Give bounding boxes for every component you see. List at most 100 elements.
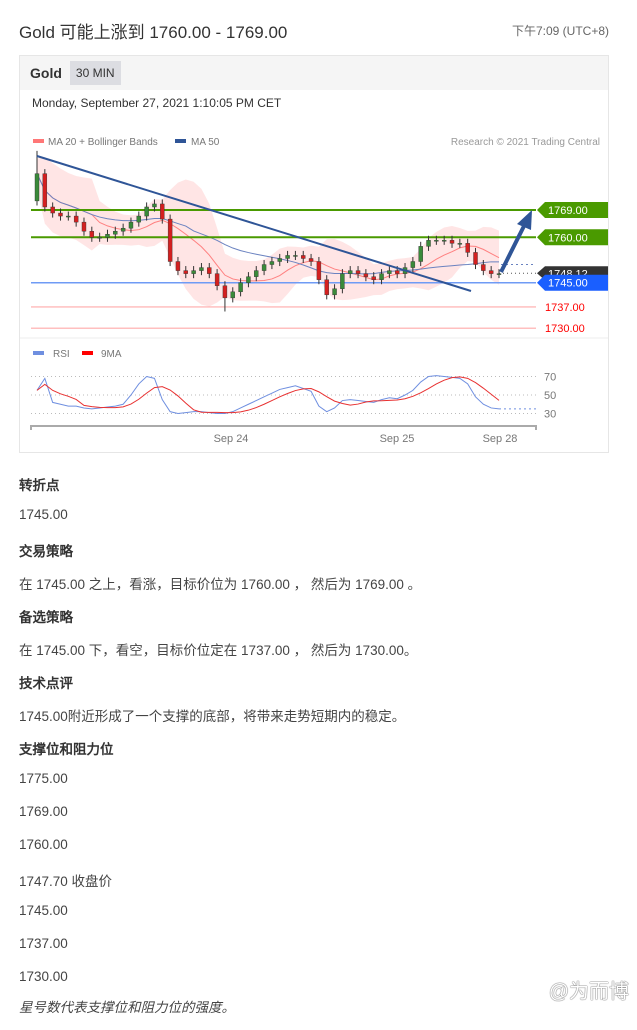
candle-body [269, 261, 275, 265]
target-arrow [499, 223, 527, 273]
level-item: 1747.70 收盘价 [19, 874, 113, 889]
chart-header: Gold 30 MIN [20, 56, 608, 90]
candle-body [199, 267, 204, 271]
candle-body [418, 246, 423, 262]
candle-body [175, 261, 181, 271]
section-text: 1745.00附近形成了一个支撑的底部，将带来走势短期内的稳定。 [19, 709, 406, 724]
support-label: 1737.00 [545, 302, 585, 314]
pivot-label: 1745.00 [548, 278, 588, 290]
candle-body [207, 267, 212, 274]
rsi-9ma-line [36, 376, 500, 414]
page-title: Gold 可能上涨到 1760.00 - 1769.00 [19, 23, 288, 42]
chart-datetime: Monday, September 27, 2021 1:10:05 PM CE… [32, 96, 282, 110]
candle-body [387, 270, 392, 274]
pivot-tag [537, 274, 608, 291]
level-tag-label: 1760.00 [548, 232, 588, 244]
candle-body [308, 258, 314, 262]
candle-body [496, 273, 502, 275]
support-label: 1730.00 [545, 323, 585, 335]
candle-body [285, 255, 290, 259]
footnote: 星号数代表支撑位和阻力位的强度。 [19, 1000, 235, 1015]
candle-body [410, 261, 416, 268]
symbol-label: Gold [30, 65, 62, 81]
candle-body [465, 243, 470, 253]
level-item: 1737.00 [19, 936, 68, 951]
x-tick: Sep 28 [483, 433, 518, 445]
rsi-tick: 30 [544, 409, 556, 421]
ma50-legend-swatch [175, 139, 186, 143]
candle-body [371, 276, 376, 280]
candle-body [473, 252, 478, 265]
candle-body [128, 221, 134, 229]
candle-body [301, 255, 306, 259]
candle-body [363, 273, 369, 277]
candle-body [66, 215, 71, 218]
x-axis [30, 425, 537, 430]
candle-body [160, 203, 165, 220]
level-item: 1745.00 [19, 903, 68, 918]
section-text: 1745.00 [19, 507, 68, 522]
level-item: 1760.00 [19, 837, 68, 852]
candle-body [214, 273, 220, 286]
section-heading: 技术点评 [19, 676, 73, 691]
ma9-legend-swatch [82, 351, 93, 355]
candle-body [332, 288, 337, 296]
trend-line [36, 155, 472, 292]
candle-body [136, 215, 141, 223]
x-tick: Sep 25 [380, 433, 415, 445]
timeframe-badge[interactable]: 30 MIN [69, 61, 121, 85]
candle-body [316, 261, 322, 280]
candle-body [144, 206, 149, 217]
candle-body [340, 273, 345, 289]
candle-body [73, 215, 79, 223]
price-chart: MA 20 + Bollinger Bands MA 50 Research © 2… [20, 137, 608, 445]
bollinger-band [37, 156, 499, 307]
watermark: @为而博 [548, 981, 629, 1003]
arrow-head-icon [517, 210, 532, 230]
x-tick: Sep 24 [214, 433, 249, 445]
candle-body [58, 212, 63, 217]
candle-body [441, 240, 447, 242]
candle-body [113, 231, 118, 235]
candle-body [488, 270, 494, 274]
rsi-tick: 50 [544, 390, 556, 402]
level-tag [537, 229, 608, 246]
candle-body [426, 240, 431, 247]
candle-body [449, 240, 455, 244]
candle-body [379, 273, 384, 280]
candle-body [293, 255, 298, 257]
candle-body [481, 264, 486, 271]
candle-body [105, 234, 110, 238]
timestamp: 下午7:09 (UTC+8) [511, 24, 609, 38]
section-heading: 交易策略 [19, 544, 73, 559]
ma50-line [36, 173, 499, 275]
legend-rsi: RSI [53, 349, 70, 360]
candle-body [152, 203, 157, 208]
candle-body [183, 270, 188, 274]
section-text: 1775.00 [19, 771, 68, 786]
candle-body [324, 279, 329, 296]
candle-body [348, 270, 353, 274]
ma20-line [36, 173, 500, 282]
candle-body [191, 270, 196, 274]
candle-body [42, 173, 48, 208]
candle-body [120, 227, 126, 232]
candle-body [167, 218, 173, 262]
section-heading: 支撑位和阻力位 [19, 742, 114, 757]
rsi-tick: 70 [544, 372, 556, 384]
candle-body [395, 270, 400, 274]
section-text: 在 1745.00 之上，看涨，目标价位为 1760.00 ， 然后为 1769… [19, 577, 422, 592]
legend-9ma: 9MA [101, 349, 122, 360]
chart-card: Gold 30 MIN Monday, September 27, 2021 1… [19, 55, 609, 453]
candle-body [277, 258, 282, 262]
level-tag [537, 202, 608, 218]
legend-ma20: MA 20 + Bollinger Bands [48, 137, 158, 148]
ma20-legend-swatch [33, 139, 44, 143]
legend-ma50: MA 50 [191, 137, 220, 148]
candle-body [355, 270, 361, 274]
level-item: 1730.00 [19, 969, 68, 984]
candle-body [261, 264, 267, 271]
candle-body [50, 206, 55, 214]
candle-body [89, 231, 95, 238]
section-heading: 备选策略 [19, 610, 73, 625]
